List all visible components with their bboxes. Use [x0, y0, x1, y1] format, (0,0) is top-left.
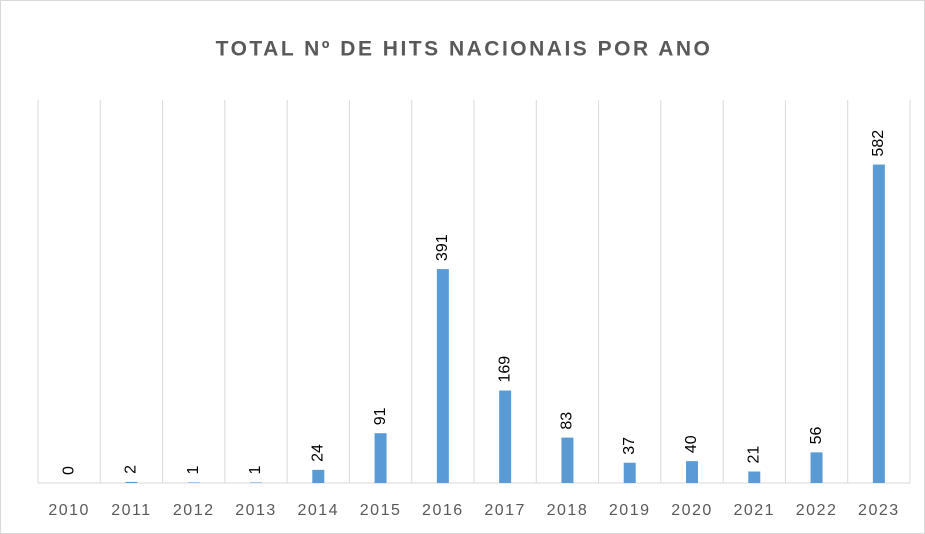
data-label: 169 — [496, 356, 513, 383]
bar — [872, 164, 885, 483]
bar — [499, 390, 512, 483]
bar — [748, 471, 761, 483]
data-label: 40 — [683, 435, 700, 453]
data-label: 391 — [434, 234, 451, 261]
bar — [810, 452, 823, 483]
x-tick-label: 2016 — [422, 502, 464, 519]
x-tick-label: 2011 — [111, 502, 151, 519]
bar — [187, 482, 200, 483]
bar — [686, 461, 698, 483]
x-tick-label: 2015 — [360, 502, 402, 519]
x-tick-label: 2014 — [297, 502, 339, 519]
x-tick-label: 2019 — [609, 502, 651, 519]
data-label: 2 — [123, 465, 140, 474]
x-tick-label: 2010 — [48, 502, 90, 519]
data-label: 24 — [310, 444, 327, 462]
x-tick-label: 2023 — [858, 502, 900, 519]
bar — [374, 433, 387, 483]
bar — [436, 269, 449, 483]
data-label: 0 — [60, 466, 77, 475]
data-label: 37 — [621, 437, 638, 455]
data-label: 56 — [808, 426, 825, 444]
bar — [623, 462, 636, 483]
x-tick-label: 2012 — [173, 502, 215, 519]
data-label: 21 — [746, 446, 763, 464]
x-tick-label: 2013 — [235, 502, 277, 519]
x-tick-label: 2022 — [796, 502, 838, 519]
x-tick-label: 2018 — [547, 502, 589, 519]
x-tick-label: 2021 — [733, 502, 775, 519]
bar — [250, 482, 262, 483]
bar — [312, 469, 325, 483]
x-tick-label: 2017 — [484, 502, 526, 519]
data-label: 1 — [185, 465, 202, 474]
data-label: 1 — [247, 465, 264, 474]
x-tick-label: 2020 — [671, 502, 713, 519]
data-label: 83 — [559, 412, 576, 430]
data-label: 582 — [870, 130, 887, 157]
bar — [561, 437, 574, 483]
data-label: 91 — [372, 407, 389, 425]
chart-title: TOTAL Nº DE HITS NACIONAIS POR ANO — [216, 38, 713, 61]
bar — [125, 481, 138, 483]
